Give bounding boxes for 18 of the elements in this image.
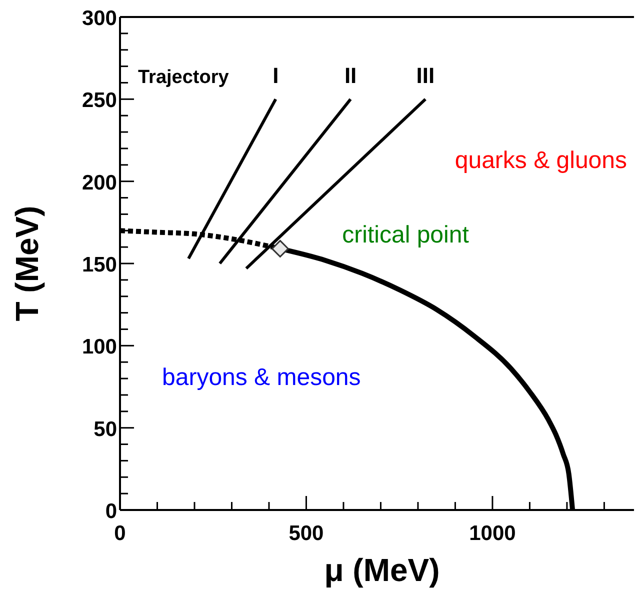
annotation: Trajectory bbox=[138, 67, 230, 88]
series-label: II bbox=[344, 63, 357, 88]
series-label: III bbox=[416, 63, 435, 88]
y-tick-label: 0 bbox=[105, 500, 117, 523]
x-tick-label: 500 bbox=[288, 522, 324, 545]
annotation: critical point bbox=[342, 222, 470, 249]
annotation: quarks & gluons bbox=[454, 147, 627, 174]
x-tick-label: 1000 bbox=[469, 522, 516, 545]
x-axis-title: μ (MeV) bbox=[324, 552, 440, 588]
y-tick-label: 200 bbox=[82, 171, 117, 194]
y-tick-label: 300 bbox=[82, 7, 117, 30]
y-axis-title: T (MeV) bbox=[9, 206, 45, 322]
y-tick-label: 250 bbox=[82, 89, 117, 112]
y-tick-label: 150 bbox=[82, 254, 117, 276]
y-tick-label: 100 bbox=[82, 336, 117, 359]
series-label: I bbox=[272, 63, 279, 88]
y-tick-label: 50 bbox=[94, 418, 117, 441]
annotation: baryons & mesons bbox=[162, 364, 361, 391]
